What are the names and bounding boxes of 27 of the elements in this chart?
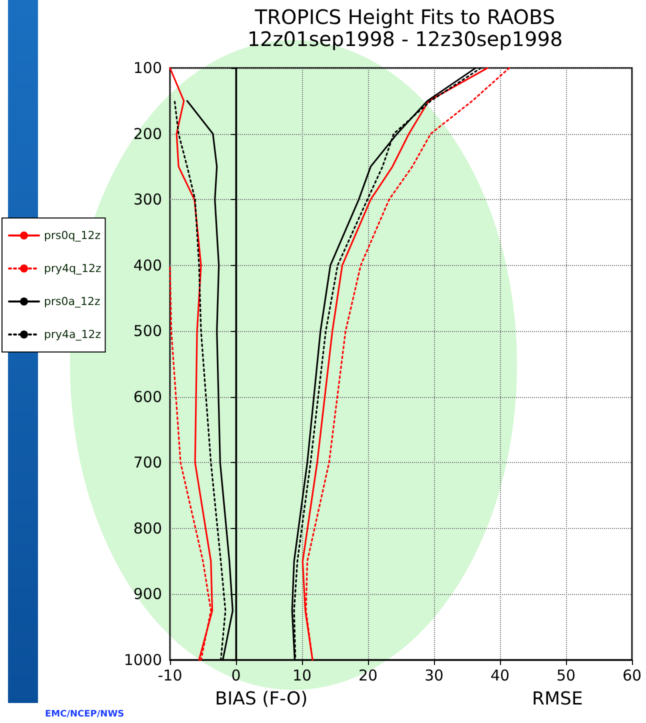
y-tick-label: 1000 (124, 651, 162, 669)
x-axis-title: BIAS (F-O) (215, 688, 308, 710)
x-tick-label: -10 (158, 666, 182, 684)
legend-label: prs0a_12z (44, 295, 100, 308)
x-tick-label: 0 (231, 666, 241, 684)
x-tick-label: 10 (292, 666, 312, 684)
y-tick-label: 900 (133, 585, 162, 604)
y-tick-label: 400 (133, 256, 162, 274)
legend-label: pry4a_12z (44, 328, 102, 341)
text: EMC/NCEP/NWS (45, 710, 124, 720)
y-tick-label: 700 (133, 454, 162, 472)
y-tick-label: 500 (133, 322, 162, 340)
x-tick-label: 50 (556, 666, 576, 684)
x-tick-label: 30 (424, 666, 444, 684)
y-tick-label: 100 (133, 59, 162, 77)
y-tick-label: 800 (133, 519, 162, 538)
legend-label: prs0q_12z (44, 229, 101, 242)
chart-title: TROPICS Height Fits to RAOBS (254, 5, 556, 29)
x-tick-label: 60 (622, 666, 642, 684)
x-tick-label: 40 (490, 666, 510, 684)
text: RMSE (532, 688, 583, 710)
legend-label: pry4q_12z (44, 262, 102, 275)
y-tick-label: 600 (133, 388, 162, 406)
y-tick-label: 200 (133, 124, 162, 143)
chart-subtitle: 12z01sep1998 - 12z30sep1998 (247, 27, 563, 51)
y-tick-label: 300 (133, 190, 162, 209)
x-tick-label: 20 (358, 666, 378, 684)
